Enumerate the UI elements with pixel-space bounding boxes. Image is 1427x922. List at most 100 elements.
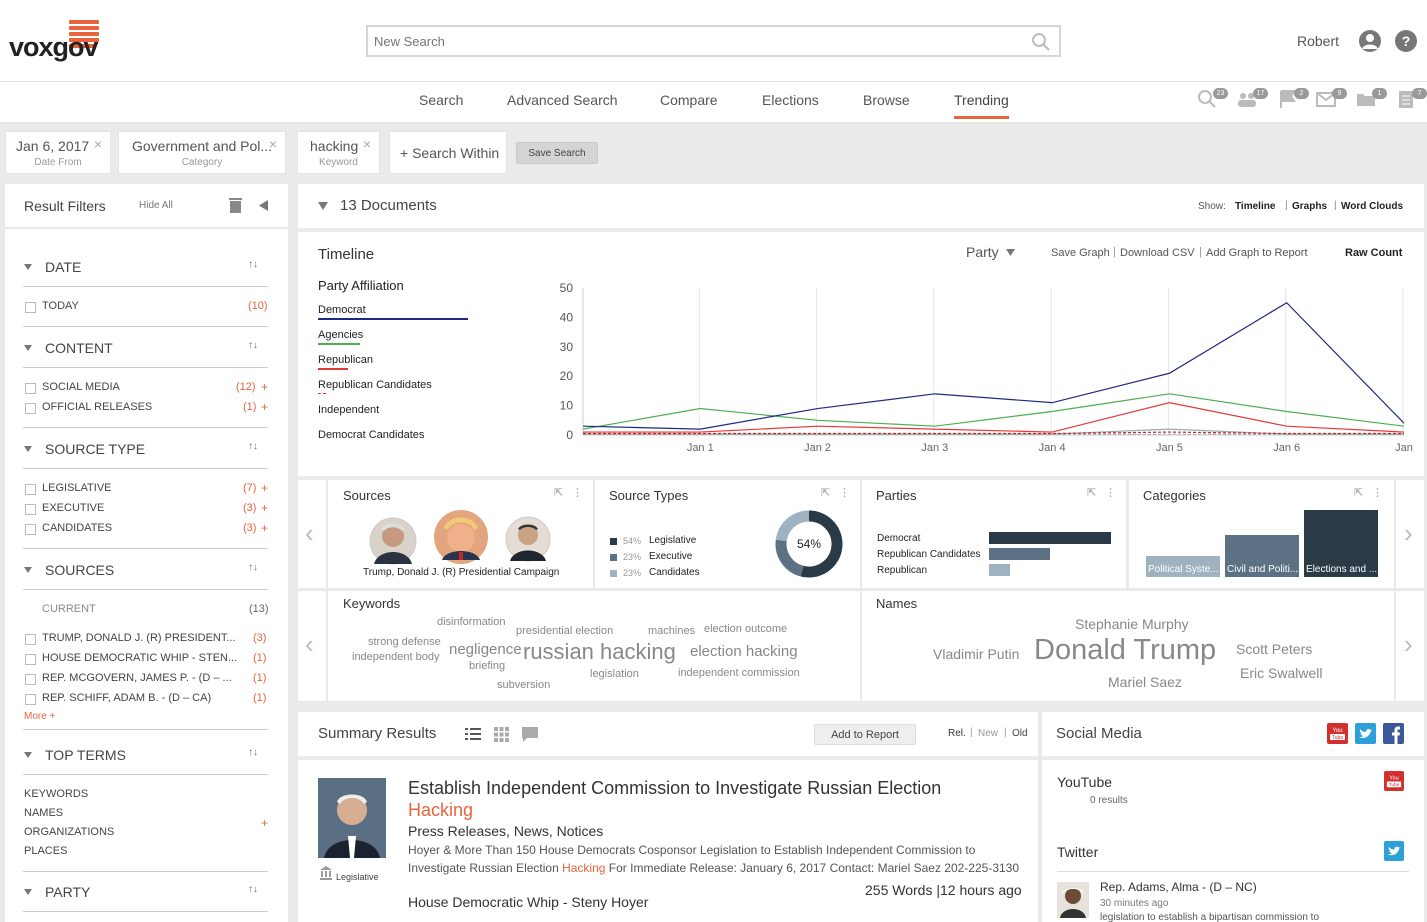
add-graph-to-report-link[interactable]: Add Graph to Report	[1206, 247, 1308, 259]
avatar[interactable]	[432, 508, 490, 566]
chip-category[interactable]: Government and Pol... Category ×	[118, 131, 286, 174]
folder-icon[interactable]: 1	[1355, 88, 1387, 112]
clouds-prev[interactable]: ‹	[298, 591, 326, 701]
legend-item[interactable]: Republican Candidates	[318, 379, 432, 391]
voxgov-logo[interactable]: voxgov	[8, 18, 108, 64]
checkbox[interactable]	[25, 694, 36, 705]
show-word-clouds[interactable]: Word Clouds	[1341, 201, 1404, 212]
save-search-button[interactable]: Save Search	[516, 142, 598, 164]
zoom-icon[interactable]: 23	[1196, 88, 1228, 112]
more-vertical-icon[interactable]: ⋮	[1105, 487, 1116, 499]
filter-item-label[interactable]: CANDIDATES	[42, 522, 113, 534]
series-line[interactable]	[582, 301, 1405, 430]
result-source[interactable]: House Democratic Whip - Steny Hoyer	[408, 894, 649, 910]
filter-item-label[interactable]: OFFICIAL RELEASES	[42, 401, 153, 413]
filter-item-label[interactable]: TRUMP, DONALD J. (R) PRESIDENT...	[42, 632, 236, 644]
nav-browse[interactable]: Browse	[863, 92, 910, 108]
nav-elections[interactable]: Elections	[762, 92, 819, 108]
keyword-term[interactable]: strong defense	[368, 636, 441, 648]
party-label[interactable]: Republican Candidates	[877, 549, 981, 560]
keyword-term[interactable]: negligence	[449, 641, 522, 658]
party-bar[interactable]	[989, 532, 1111, 544]
caret-down-icon[interactable]	[318, 202, 328, 210]
nav-trending[interactable]: Trending	[954, 92, 1009, 119]
checkbox[interactable]	[25, 674, 36, 685]
search-input[interactable]	[368, 27, 1008, 55]
youtube-icon[interactable]: YouTube	[1384, 771, 1404, 791]
party-bar[interactable]	[989, 564, 1010, 576]
keyword-term[interactable]: subversion	[497, 679, 551, 691]
donut-slice[interactable]	[800, 510, 843, 578]
filter-section-top-terms[interactable]: TOP TERMS	[45, 747, 126, 763]
show-graphs[interactable]: Graphs	[1292, 201, 1328, 212]
filter-item-label[interactable]: EXECUTIVE	[42, 502, 105, 514]
donut-slice[interactable]	[775, 510, 810, 542]
widgets-next[interactable]: ›	[1396, 480, 1424, 588]
series-line[interactable]	[582, 393, 1405, 430]
add-filter-button[interactable]: +	[261, 380, 269, 394]
caret-down-icon[interactable]	[24, 567, 32, 573]
user-circle-icon[interactable]	[1359, 30, 1381, 52]
save-graph-link[interactable]: Save Graph	[1051, 247, 1110, 259]
facebook-icon[interactable]	[1383, 723, 1404, 744]
sort-icon[interactable]: ↑↓	[248, 562, 258, 573]
top-term-organizations[interactable]: ORGANIZATIONS	[24, 826, 115, 838]
category-bar[interactable]: Political Syste...	[1146, 556, 1220, 577]
add-to-report-button[interactable]: Add to Report	[814, 724, 916, 745]
legend-label[interactable]: Candidates	[649, 567, 700, 578]
caret-down-icon[interactable]	[24, 752, 32, 758]
hide-all-link[interactable]: Hide All	[139, 200, 173, 211]
search-box[interactable]	[366, 25, 1061, 57]
nav-advanced-search[interactable]: Advanced Search	[507, 92, 618, 108]
add-filter-button[interactable]: +	[261, 481, 269, 495]
chevron-left-icon[interactable]: ‹	[305, 629, 314, 659]
close-icon[interactable]: ×	[268, 136, 277, 152]
keyword-term[interactable]: russian hacking	[523, 639, 676, 664]
filter-section-party[interactable]: PARTY	[45, 884, 91, 900]
caret-down-icon[interactable]	[24, 889, 32, 895]
checkbox[interactable]	[25, 634, 36, 645]
caret-down-icon[interactable]	[24, 264, 32, 270]
checkbox[interactable]	[25, 484, 36, 495]
series-line[interactable]	[583, 431, 1404, 435]
sort-icon[interactable]: ↑↓	[248, 259, 258, 270]
more-vertical-icon[interactable]: ⋮	[839, 487, 850, 499]
close-icon[interactable]: ×	[362, 136, 371, 152]
twitter-section-title[interactable]: Twitter	[1057, 844, 1099, 860]
keyword-term[interactable]: election outcome	[704, 623, 788, 635]
more-sources-link[interactable]: More +	[24, 711, 56, 722]
bookmark-flag-icon[interactable]: 2	[1277, 88, 1309, 112]
result-item[interactable]: Legislative Establish Independent Commis…	[298, 760, 1038, 922]
nav-compare[interactable]: Compare	[660, 92, 718, 108]
checkbox[interactable]	[25, 504, 36, 515]
checkbox[interactable]	[25, 383, 36, 394]
avatar[interactable]	[368, 516, 418, 566]
expand-icon[interactable]: ⇱	[554, 487, 564, 499]
filter-section-content[interactable]: CONTENT	[45, 340, 113, 356]
nav-search[interactable]: Search	[419, 92, 464, 108]
name-term[interactable]: Mariel Saez	[1108, 674, 1182, 690]
chevron-right-icon[interactable]: ›	[1404, 629, 1413, 659]
filter-section-sources[interactable]: SOURCES	[45, 562, 115, 578]
youtube-section-title[interactable]: YouTube	[1057, 774, 1113, 790]
filter-item-label[interactable]: REP. MCGOVERN, JAMES P. - (D – ...	[42, 672, 232, 684]
name-term[interactable]: Stephanie Murphy	[1075, 616, 1189, 632]
series-line[interactable]	[583, 402, 1405, 433]
add-filter-button[interactable]: +	[261, 521, 269, 535]
keyword-term[interactable]: machines	[648, 625, 696, 637]
sort-icon[interactable]: ↑↓	[248, 340, 258, 351]
checkbox[interactable]	[25, 654, 36, 665]
legend-item[interactable]: Agencies	[318, 329, 364, 341]
close-icon[interactable]: ×	[93, 136, 102, 152]
sort-icon[interactable]: ↑↓	[248, 441, 258, 452]
grid-view-icon[interactable]	[494, 727, 509, 742]
party-label[interactable]: Democrat	[877, 533, 921, 544]
sort-icon[interactable]: ↑↓	[248, 884, 258, 895]
filter-item-label[interactable]: REP. SCHIFF, ADAM B. - (D – CA)	[42, 692, 212, 704]
list-view-icon[interactable]	[465, 727, 481, 742]
chevron-right-icon[interactable]: ›	[1404, 518, 1413, 548]
search-within-button[interactable]: + Search Within	[389, 131, 507, 174]
trash-icon[interactable]	[229, 198, 242, 213]
keyword-term[interactable]: legislation	[590, 668, 639, 680]
keyword-term[interactable]: briefing	[469, 660, 506, 672]
